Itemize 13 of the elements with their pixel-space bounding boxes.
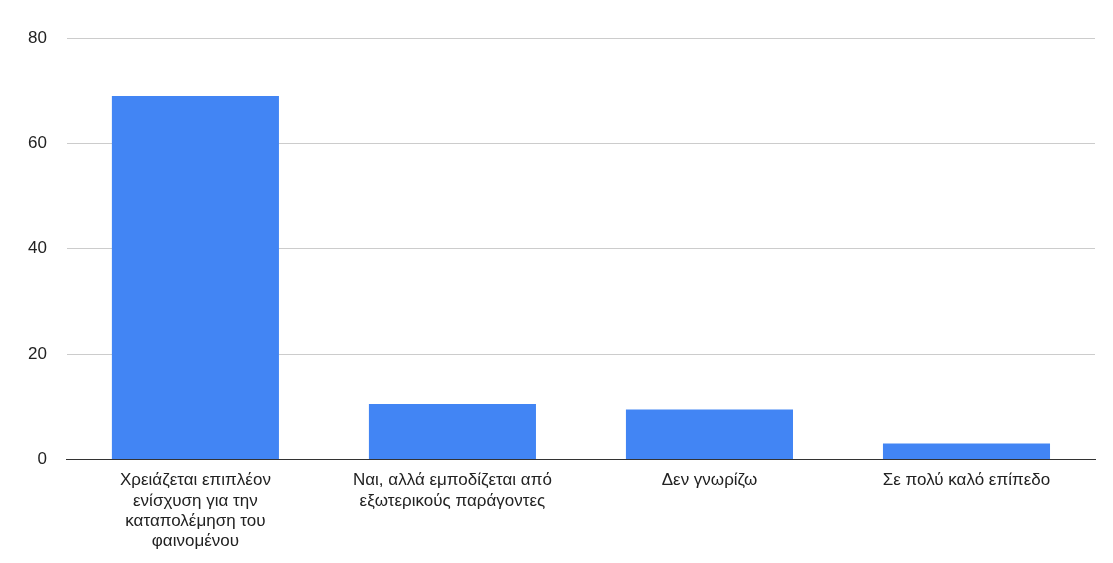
x-tick-label: Δεν γνωρίζω bbox=[661, 470, 758, 490]
x-tick-label: Χρειάζεται επιπλέον ενίσχυση για την καταπολέμηση του φαινομένου bbox=[119, 470, 271, 551]
x-tick-label: Ναι, αλλά εμποδίζεται από εξωτερικούς παράγοντες bbox=[352, 470, 552, 510]
bar bbox=[111, 96, 279, 459]
y-tick-label: 80 bbox=[27, 27, 47, 47]
y-tick-label: 40 bbox=[27, 238, 47, 258]
y-tick-label: 60 bbox=[27, 133, 47, 153]
y-tick-label: 20 bbox=[27, 343, 47, 363]
bar bbox=[625, 409, 793, 459]
x-tick-label: Σε πολύ καλό επίπεδο bbox=[882, 470, 1051, 490]
y-tick-label: 0 bbox=[37, 449, 47, 469]
bar bbox=[368, 404, 536, 459]
bar bbox=[882, 443, 1051, 459]
